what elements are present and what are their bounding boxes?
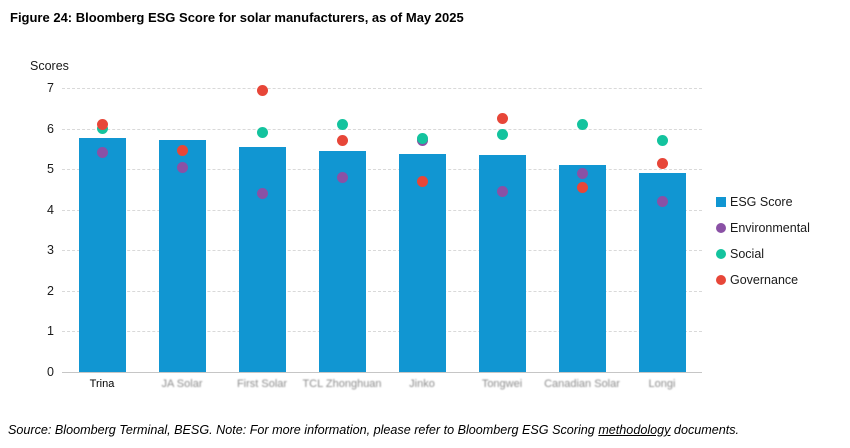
legend-label: Social (730, 247, 765, 261)
x-label-0: Trina (89, 378, 115, 390)
point-governance-6 (576, 181, 588, 193)
gridline-3 (62, 250, 702, 252)
bar-esg-score-4 (398, 153, 446, 372)
legend-item-esg-score: ESG Score (716, 189, 810, 215)
y-tick-6: 6 (47, 121, 54, 136)
square-marker-icon (716, 197, 726, 207)
methodology-link[interactable]: methodology (598, 423, 671, 437)
bar-esg-score-2 (238, 146, 286, 372)
source-note-suffix: documents. (670, 423, 740, 437)
y-tick-1: 1 (47, 324, 54, 339)
legend-item-environmental: Environmental (716, 215, 810, 241)
y-tick-0: 0 (47, 365, 54, 379)
legend-item-governance: Governance (716, 267, 810, 293)
bar-esg-score-0 (78, 137, 126, 372)
x-label-4: Jinko (409, 378, 435, 390)
legend-label: ESG Score (730, 195, 793, 209)
legend-label: Environmental (730, 221, 810, 235)
legend: ESG Score Environmental Social Governance (716, 189, 810, 293)
point-social-2 (256, 127, 268, 139)
bar-esg-score-3 (318, 150, 366, 372)
y-tick-4: 4 (47, 202, 54, 217)
gridline-2 (62, 290, 702, 292)
x-label-2: First Solar (236, 378, 288, 390)
point-environmental-6 (576, 167, 588, 179)
point-governance-3 (336, 135, 348, 147)
x-label-7: Longi (648, 378, 676, 390)
point-social-6 (576, 119, 588, 130)
x-axis-line (62, 372, 702, 373)
gridline-1 (62, 331, 702, 333)
source-note-text: Source: Bloomberg Terminal, BESG. Note: … (8, 423, 599, 437)
point-governance-7 (656, 157, 668, 169)
gridline-4 (62, 209, 702, 211)
y-axis-label: Scores (30, 59, 69, 73)
point-environmental-3 (336, 171, 348, 183)
y-tick-2: 2 (47, 283, 54, 298)
point-environmental-7 (656, 196, 668, 208)
y-tick-7: 7 (47, 81, 54, 95)
point-governance-4 (416, 175, 428, 187)
circle-marker-icon (716, 223, 726, 233)
point-governance-1 (176, 145, 188, 157)
y-tick-5: 5 (47, 162, 54, 177)
gridline-5 (62, 169, 702, 171)
x-label-6: Canadian Solar (544, 378, 620, 390)
source-note: Source: Bloomberg Terminal, BESG. Note: … (8, 423, 848, 437)
point-environmental-0 (96, 147, 108, 159)
point-governance-5 (496, 112, 508, 124)
point-social-3 (336, 119, 348, 130)
gridline-6 (62, 128, 702, 130)
x-label-1: JA Solar (161, 378, 203, 390)
x-label-3: TCL Zhonghuan (302, 378, 382, 390)
gridline-7 (62, 88, 702, 89)
y-tick-3: 3 (47, 243, 54, 258)
legend-label: Governance (730, 273, 799, 287)
legend-item-social: Social (716, 241, 810, 267)
point-social-4 (416, 133, 428, 145)
figure-title: Figure 24: Bloomberg ESG Score for solar… (10, 10, 464, 25)
bar-esg-score-1 (158, 139, 206, 372)
point-social-7 (656, 135, 668, 147)
point-environmental-1 (176, 161, 188, 173)
point-governance-0 (96, 119, 108, 130)
bar-esg-score-6 (558, 165, 606, 372)
point-environmental-5 (496, 185, 508, 197)
point-social-5 (496, 129, 508, 141)
point-environmental-2 (256, 187, 268, 199)
x-label-5: Tongwei (481, 378, 523, 390)
point-governance-2 (256, 84, 268, 96)
plot-area (62, 84, 702, 373)
circle-marker-icon (716, 249, 726, 259)
circle-marker-icon (716, 275, 726, 285)
